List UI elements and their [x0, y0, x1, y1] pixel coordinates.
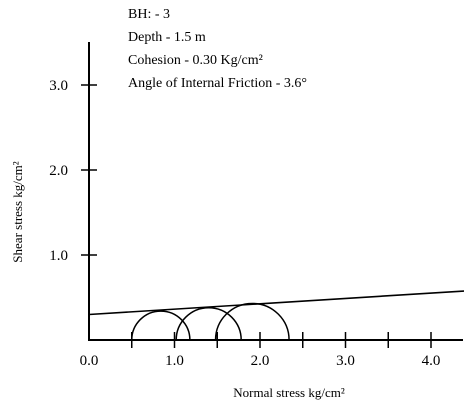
x-tick-label: 3.0 [336, 353, 355, 369]
info-box: BH: - 3 Depth - 1.5 m Cohesion - 0.30 Kg… [128, 7, 307, 91]
x-tick-label: 0.0 [80, 353, 99, 369]
mohr-circle [175, 306, 242, 341]
info-line: BH: - 3 [128, 7, 170, 22]
mohr-circle [214, 302, 290, 341]
info-line: Depth - 1.5 m [128, 30, 206, 45]
y-tick-label: 1.0 [49, 248, 68, 264]
y-axis-title: Shear stress kg/cm² [10, 161, 25, 262]
mohr-circles [131, 302, 290, 341]
x-tick-label: 4.0 [422, 353, 441, 369]
x-axis-title: Normal stress kg/cm² [233, 385, 345, 400]
info-line: Angle of Internal Friction - 3.6° [128, 76, 307, 91]
mohr-circle [131, 310, 191, 341]
y-tick-label: 2.0 [49, 163, 68, 179]
x-tick-label: 1.0 [165, 353, 184, 369]
failure-envelope-line [88, 290, 464, 316]
y-ticks: 1.0 2.0 3.0 [49, 78, 97, 264]
info-line: Cohesion - 0.30 Kg/cm² [128, 53, 263, 68]
x-ticks: 0.0 1.0 2.0 3.0 4.0 [80, 332, 441, 369]
y-tick-label: 3.0 [49, 78, 68, 94]
x-tick-label: 2.0 [251, 353, 270, 369]
